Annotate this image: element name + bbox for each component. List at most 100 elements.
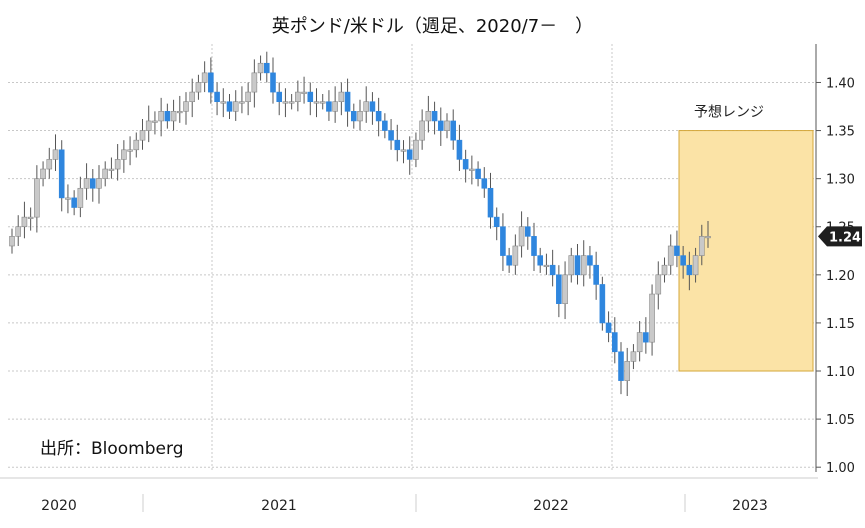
candle-down [587,255,593,266]
candle-up [667,245,674,266]
x-tick-label: 2022 [533,498,569,514]
candle-down [493,216,500,228]
candle-up [189,91,196,103]
candle-down [307,91,314,103]
candle-up [543,264,550,268]
candle-down [226,101,233,112]
candle-down [456,139,463,160]
candle-up [419,120,425,141]
candle-up [580,255,587,276]
x-tick-label: 2021 [261,498,297,514]
y-tick-label: 1.35 [826,125,855,140]
y-tick-label: 1.30 [826,173,855,188]
candle-up [152,120,158,123]
candle-up [363,101,370,112]
candle-up [121,149,127,160]
last-value-text: 1.24 [829,230,861,245]
y-tick-label: 1.15 [826,317,855,332]
candle-down [214,91,220,103]
candle-down [375,111,382,122]
candle-up [568,255,575,276]
candle-up [357,111,363,122]
candle-down [686,264,693,276]
candle-up [133,139,140,151]
candle-down [537,255,544,266]
candle-up [96,178,102,189]
candle-up [319,101,326,104]
candle-down [208,72,214,93]
candle-down [326,101,332,112]
source-note: 出所：Bloomberg [40,439,184,459]
candle-up [661,264,668,276]
candle-down [593,264,599,285]
candle-up [469,168,475,171]
candle-down [406,149,413,160]
candle-up [139,130,146,141]
candle-up [27,216,34,219]
candle-up [692,255,699,276]
candle-up [183,101,189,112]
x-tick-label: 2023 [732,498,768,514]
candle-up [624,361,631,381]
candle-down [556,274,562,304]
candle-up [295,91,301,103]
candle-up [282,101,289,104]
candle-up [158,111,164,122]
last-value-badge-shape [818,226,862,247]
candle-up [201,72,208,83]
candle-up [34,178,40,218]
candle-up [46,159,53,170]
y-tick-label: 1.10 [826,365,855,380]
candle-down [58,149,65,199]
last-value-badge: 1.24 [818,226,862,247]
candle-up [332,101,338,112]
candle-down [344,91,351,112]
candle-up [21,216,28,228]
y-tick-label: 1.00 [826,461,855,476]
y-tick-label: 1.05 [826,413,855,428]
candle-up [127,149,133,152]
candle-up [655,274,662,295]
forecast-range-label: 予想レンジ [694,105,764,121]
candle-up [518,226,525,247]
candle-up [108,168,115,171]
candle-down [350,111,357,122]
candle-up [288,101,295,104]
y-tick-label: 1.20 [826,269,855,284]
candle-down [680,255,686,266]
candle-up [562,274,568,304]
candle-up [239,101,245,104]
candle-up [630,351,637,362]
candle-up [195,82,202,93]
candle-up [301,91,307,94]
candle-up [220,101,227,104]
candle-up [313,101,320,104]
candle-down [270,72,276,93]
candle-down [276,91,283,103]
candle-down [382,120,388,131]
candle-up [170,111,177,122]
candle-down [450,120,457,141]
candle-up [698,236,705,256]
candle-up [425,111,432,122]
candle-up [649,293,655,343]
candle-down [437,120,444,131]
candle-down [531,236,537,256]
candle-up [636,332,643,353]
candle-down [487,187,494,218]
candle-down [549,264,556,276]
candle-down [674,245,680,256]
candle-down [481,178,488,189]
candle-down [394,139,401,151]
candle-up [145,120,152,131]
candle-down [164,111,171,122]
x-axis: 2020 2021 2022 2023 [41,498,768,514]
y-tick-label: 1.40 [826,76,855,91]
candle-up [52,149,59,160]
candle-down [475,168,481,179]
candle-up [15,226,22,237]
candle-up [9,236,15,247]
candle-down [618,351,624,381]
candle-down [500,226,506,256]
